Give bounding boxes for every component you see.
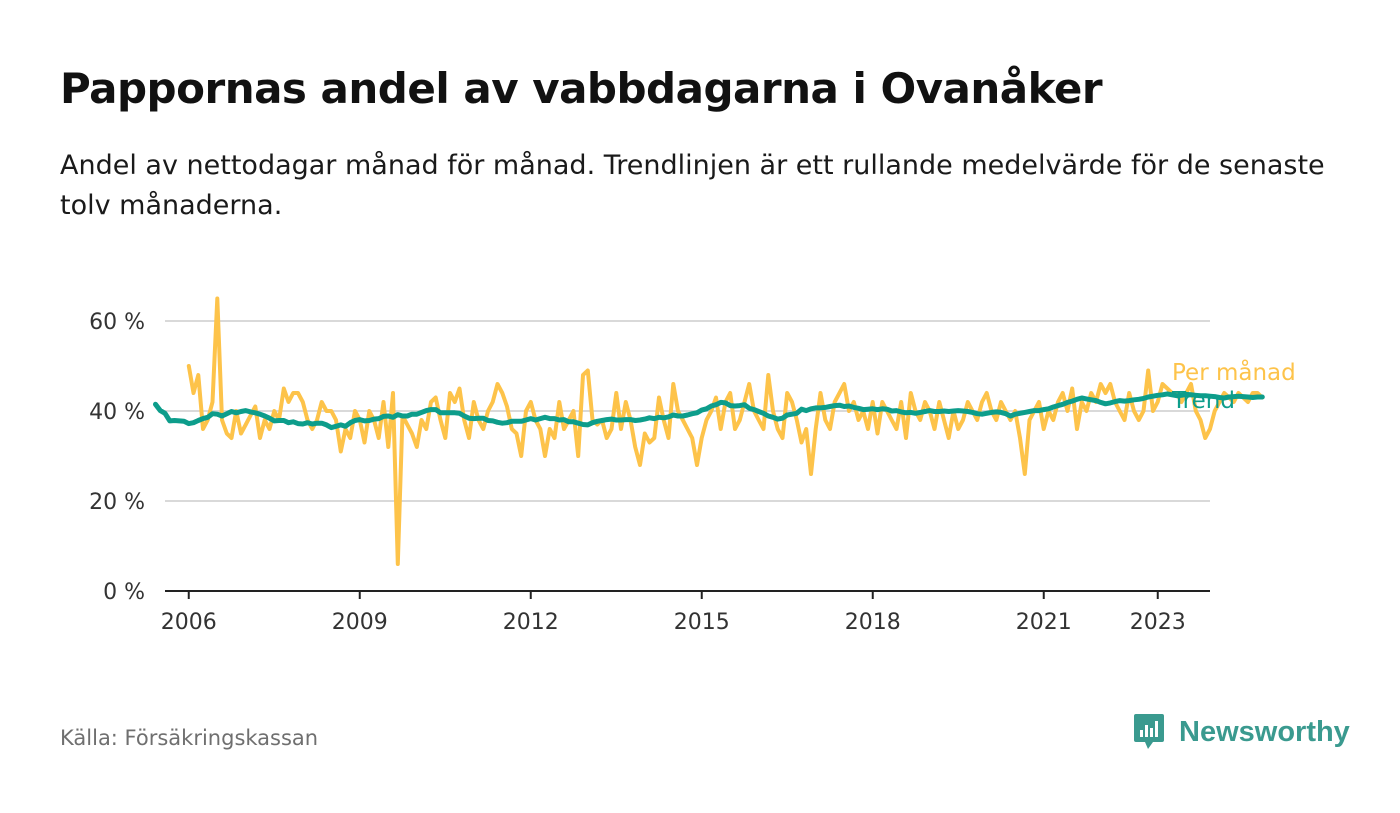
y-tick-label: 40 % <box>89 400 145 425</box>
brand-logo[interactable]: Newsworthy <box>1133 712 1350 752</box>
x-tick-label: 2006 <box>161 610 217 635</box>
series-lines <box>153 296 1265 566</box>
x-tick-label: 2012 <box>503 610 559 635</box>
x-tick-label: 2023 <box>1130 610 1186 635</box>
grid-lines <box>165 320 1210 502</box>
x-tick-label: 2018 <box>845 610 901 635</box>
x-axis: 2006 2009 2012 2015 2018 2021 2023 <box>161 590 1210 635</box>
x-tick-label: 2015 <box>674 610 730 635</box>
x-tick-label: 2021 <box>1016 610 1072 635</box>
chart-subtitle: Andel av nettodagar månad för månad. Tre… <box>60 150 1325 221</box>
y-tick-label: 60 % <box>89 310 145 335</box>
source-note: Källa: Försäkringskassan <box>60 726 319 750</box>
series-line-trend <box>153 391 1265 431</box>
newsworthy-logo-icon <box>1134 714 1164 749</box>
chart-title: Pappornas andel av vabbdagarna i Ovanåke… <box>60 64 1103 113</box>
series-label-trend: Trend <box>1171 388 1235 414</box>
brand-name: Newsworthy <box>1179 715 1350 748</box>
x-tick-label: 2009 <box>332 610 388 635</box>
series-line-per-manad <box>186 296 1265 566</box>
y-tick-label: 0 % <box>103 580 145 605</box>
series-label-per-manad: Per månad <box>1172 358 1296 386</box>
y-axis-ticks: 0 % 20 % 40 % 60 % <box>89 310 145 605</box>
y-tick-label: 20 % <box>89 490 145 515</box>
